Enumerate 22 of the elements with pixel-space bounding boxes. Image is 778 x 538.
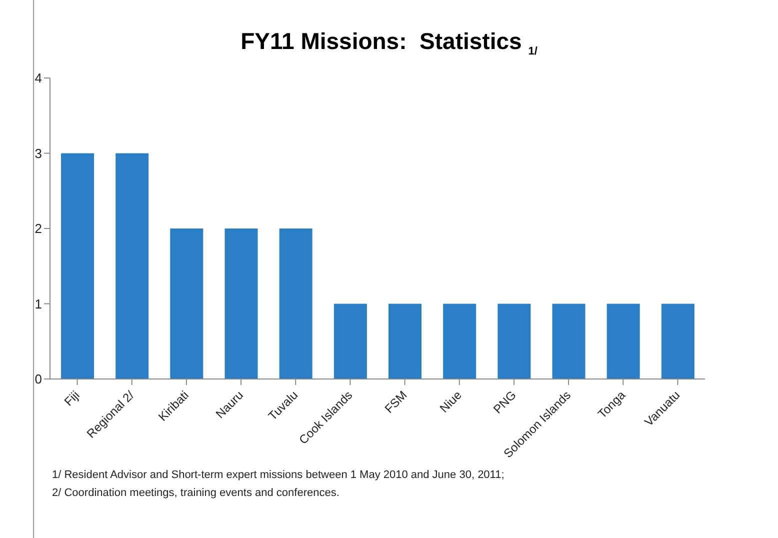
x-tick-label: Niue (436, 388, 465, 416)
bar (224, 228, 258, 379)
bar (606, 304, 640, 379)
bar (552, 304, 586, 379)
bar (498, 304, 531, 379)
y-tick-label: 3 (34, 146, 42, 161)
y-tick-label: 1 (34, 296, 42, 312)
y-tick-label: 0 (34, 372, 42, 387)
x-tick-label: Fiji (62, 388, 82, 409)
bar (170, 228, 204, 379)
text: 2/ Coordination meetings, training events and conferences. (52, 486, 340, 501)
bar (334, 304, 367, 379)
text: 1/ Resident Advisor and Short-term expert missions between 1 May 2010 and June 30, 2011; (52, 468, 504, 483)
chart-title: FY11 Missions: Statistics $_{1/}$ (240, 28, 538, 58)
bar (116, 153, 149, 379)
y-tick-label: 4 (34, 70, 42, 86)
bar (279, 228, 312, 379)
bar (388, 304, 422, 379)
bar (61, 153, 94, 379)
bar (661, 304, 694, 379)
bar (443, 304, 476, 379)
y-tick-label: 2 (34, 221, 42, 236)
